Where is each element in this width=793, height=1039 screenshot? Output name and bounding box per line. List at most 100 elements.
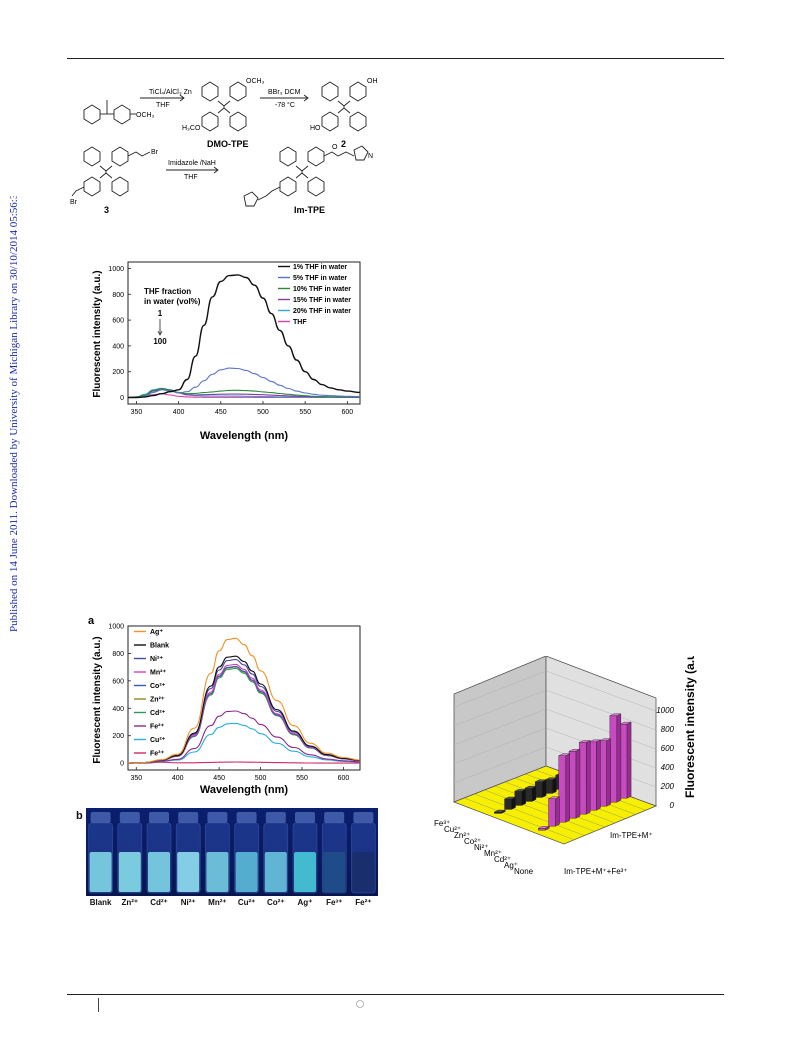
bar (568, 748, 581, 819)
bar (589, 739, 601, 811)
x-tick-label: 600 (338, 775, 350, 782)
y-tick-label: 0 (120, 395, 124, 402)
series-line (127, 710, 361, 764)
substituent-o: O (332, 144, 338, 151)
vial-cap (90, 812, 111, 823)
label-compound-2: 2 (341, 139, 346, 149)
footer-mark (98, 998, 99, 1012)
substituent-och3: OCH₃ (136, 112, 155, 119)
x-tick-label: 550 (296, 775, 308, 782)
vial-label: Ag⁺ (297, 898, 313, 907)
y-axis-label: Fluorescent intensity (a.u.) (92, 636, 103, 763)
wall-gridline (453, 689, 547, 727)
vial-label: Blank (89, 898, 112, 907)
z-tick-label: 200 (660, 782, 675, 791)
z-axis-label: Fluorescent intensity (a.u.) (683, 656, 697, 798)
y-tick-label: 1000 (108, 624, 124, 631)
series-line (127, 761, 360, 764)
x-tick-label: 350 (130, 775, 142, 782)
z-tick-label: 1000 (656, 706, 674, 715)
vial-photo-panel: b Blank Zn²⁺ Cd²⁺ Ni²⁺ Mn²⁺ Cu²⁺ Co²⁺ Ag⁺ Fe³⁺ Fe… (76, 806, 380, 916)
floor-gridline (474, 793, 585, 836)
legend-label: Cd²⁺ (150, 710, 166, 717)
x-tick-label: 550 (299, 409, 311, 416)
vial-label: Ni²⁺ (180, 898, 196, 907)
annotation-arrowhead (157, 330, 163, 336)
x-axis-label: Wavelength (nm) (200, 430, 289, 442)
vial-cap (236, 812, 257, 823)
y-tick-label: 0 (120, 761, 124, 768)
bar (599, 738, 611, 807)
z-tick-label: 400 (661, 763, 675, 772)
footer-dot-icon (356, 1000, 364, 1008)
legend-label: Zn²⁺ (150, 697, 165, 704)
vial-cap (149, 812, 169, 823)
label-dmo-tpe: DMO-TPE (207, 139, 249, 149)
y-axis-label: Fluorescent intensity (a.u.) (92, 270, 103, 397)
bar (494, 809, 506, 814)
vial-label: Mn²⁺ (208, 898, 227, 907)
vial-cap (353, 812, 374, 823)
download-notice-text: Published on 14 June 2011. Downloaded by… (8, 196, 20, 632)
legend-label: Cu²⁺ (150, 737, 166, 744)
wall-gridline (453, 746, 547, 784)
y-tick-label: 400 (112, 343, 124, 350)
label-im-tpe: Im-TPE (294, 205, 325, 215)
substituent-h3co: H₃CO (182, 125, 201, 132)
x-tick-label: 600 (342, 409, 354, 416)
substituent-ho: HO (310, 125, 321, 132)
vial-liquid (148, 852, 170, 892)
z-tick-label: 600 (661, 744, 675, 753)
bar (524, 785, 537, 802)
wall-gridline (453, 708, 547, 746)
legend-label: 5% THF in water (293, 275, 347, 282)
ion-label: Cu²⁺ (444, 825, 461, 834)
vial-label: Cu²⁺ (237, 898, 256, 907)
bar (609, 713, 622, 803)
legend-label: 20% THF in water (293, 308, 351, 315)
vial-cap (207, 812, 228, 823)
vial-label: Zn²⁺ (121, 898, 139, 907)
vial-liquid (206, 852, 229, 892)
legend-label: Blank (150, 643, 169, 650)
legend-label: Fe²⁺ (150, 724, 165, 731)
substituent-och3: OCH₃ (246, 78, 265, 85)
substituent-br: Br (151, 149, 159, 156)
vial-liquid (323, 852, 346, 892)
panel-label-b: b (76, 810, 83, 822)
series-line (127, 722, 361, 764)
x-tick-label: 500 (257, 409, 269, 416)
vial-liquid (177, 852, 200, 892)
vial-liquid (89, 852, 112, 892)
x-axis-label: Wavelength (nm) (200, 784, 289, 796)
x-tick-label: 450 (213, 775, 225, 782)
bar (558, 753, 570, 823)
vial-cap (265, 812, 286, 823)
x-tick-label: 500 (255, 775, 267, 782)
annotation-line1: THF fraction (144, 287, 191, 296)
vial-liquid (118, 852, 141, 892)
ion-label: None (514, 867, 534, 876)
legend-label: Mn²⁺ (150, 670, 166, 677)
series-line (127, 637, 361, 764)
x-tick-label: 350 (131, 409, 143, 416)
legend-label: 10% THF in water (293, 286, 351, 293)
reagents1-top: TiCl₄/AlCl₃ Zn (149, 89, 192, 96)
plot-frame (127, 261, 361, 405)
bar (548, 796, 560, 827)
annotation-to: 100 (153, 337, 167, 346)
floor-gridline (464, 797, 575, 840)
reagents2-top: BBr₃ DCM (268, 89, 301, 96)
ion-label: Co²⁺ (464, 837, 481, 846)
vial-liquid (235, 852, 258, 892)
vial-liquid (352, 852, 375, 892)
substituent-oh: OH (367, 78, 378, 85)
wall-gridline (453, 670, 547, 708)
ion-label: Ag⁺ (504, 861, 518, 870)
ion-label: Cd²⁺ (494, 855, 511, 864)
reagents3-top: Imidazole /NaH (168, 160, 216, 167)
annotation-from: 1 (158, 309, 163, 318)
y-tick-label: 800 (112, 292, 124, 299)
reagents3-bottom: THF (184, 174, 198, 181)
legend-label: Ni²⁺ (150, 656, 163, 663)
